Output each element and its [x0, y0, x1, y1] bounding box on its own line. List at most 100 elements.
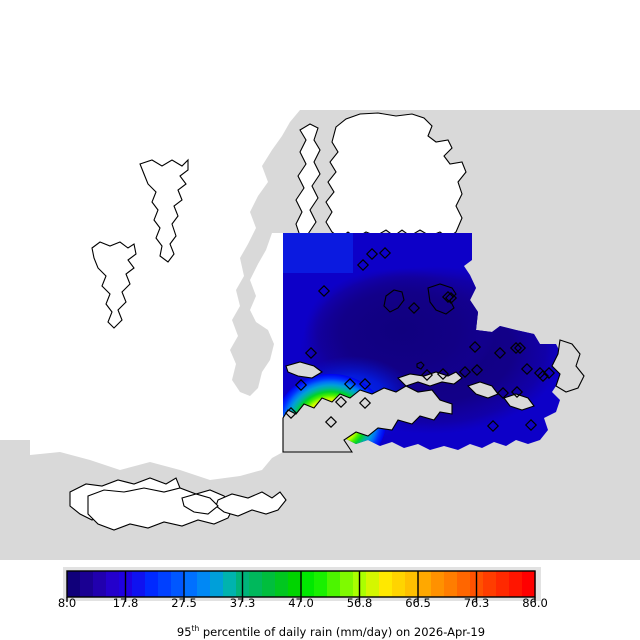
- station-marker: [304, 346, 318, 360]
- lake-outline-east: [215, 491, 287, 517]
- station-marker: [324, 415, 338, 429]
- station-marker: [334, 395, 348, 409]
- colorbar-swatch: [93, 571, 107, 597]
- station-marker: [510, 385, 524, 399]
- colorbar-swatch: [171, 571, 185, 597]
- colorbar-swatch: [314, 571, 328, 597]
- station-marker: [524, 418, 538, 432]
- colorbar-swatch: [340, 571, 354, 597]
- station-marker-layer: [284, 246, 556, 433]
- colorbar-swatch: [379, 571, 393, 597]
- colorbar-tick-label: 56.8: [346, 596, 373, 610]
- colorbar-tick-label: 86.0: [522, 596, 548, 610]
- colorbar-swatch: [431, 571, 445, 597]
- colorbar-swatch: [522, 571, 536, 597]
- island-outline-north: [139, 158, 189, 263]
- colorbar-tick-label: 37.3: [229, 596, 256, 610]
- inner-lake-west: [383, 289, 405, 313]
- station-marker: [294, 378, 308, 392]
- colorbar-swatch: [106, 571, 120, 597]
- station-marker: [542, 366, 556, 380]
- station-marker: [365, 247, 379, 261]
- colorbar-swatch: [457, 571, 471, 597]
- coast-nw-notch: [285, 361, 323, 379]
- colorbar-swatch: [288, 571, 302, 597]
- land-south-peninsula: [282, 385, 453, 453]
- water-inlet-upper-left: [295, 123, 321, 237]
- colorbar-swatch: [210, 571, 224, 597]
- colorbar: 8.0 17.8 27.5 37.3 47.0 56.8 66.5 76.3 86.0 95th…: [0, 560, 640, 640]
- colorbar-swatch: [132, 571, 146, 597]
- station-marker: [407, 301, 421, 315]
- colorbar-swatch: [509, 571, 523, 597]
- colorbar-tick-label: 27.5: [171, 596, 197, 610]
- colorbar-swatch: [184, 571, 198, 597]
- caption-percentile-number: 95: [176, 624, 192, 639]
- island-offshore-3: [503, 393, 535, 411]
- water-body-central: [325, 112, 467, 239]
- coast-east-fringe: [551, 339, 585, 393]
- colorbar-tick-label: 17.8: [112, 596, 139, 610]
- station-marker: [513, 341, 527, 355]
- colorbar-swatch: [483, 571, 497, 597]
- station-marker: [509, 341, 523, 355]
- colorbar-swatch: [145, 571, 159, 597]
- station-marker: [458, 365, 472, 379]
- station-marker: [493, 346, 507, 360]
- station-marker: [441, 290, 455, 304]
- station-marker: [536, 369, 550, 383]
- inland-water-layer: [295, 112, 467, 239]
- colorbar-swatch: [418, 571, 432, 597]
- colorbar-svg: [63, 567, 541, 602]
- station-marker: [470, 363, 484, 377]
- colorbar-swatch: [80, 571, 94, 597]
- station-marker: [420, 368, 434, 382]
- colorbar-swatch: [392, 571, 406, 597]
- station-marker: [444, 291, 458, 305]
- colorbar-swatch: [249, 571, 263, 597]
- station-marker: [317, 284, 331, 298]
- inner-lake-small: [416, 361, 425, 370]
- colorbar-swatch: [67, 571, 81, 597]
- station-marker: [358, 377, 372, 391]
- station-marker: [356, 258, 370, 272]
- station-marker: [284, 406, 298, 420]
- colorbar-swatch: [275, 571, 289, 597]
- island-outline-layer: [91, 158, 189, 329]
- colorbar-swatch: [444, 571, 458, 597]
- colorbar-swatch: [327, 571, 341, 597]
- colorbar-tick-labels: 8.0 17.8 27.5 37.3 47.0 56.8 66.5 76.3 86.0: [0, 596, 640, 612]
- colorbar-tick-label: 66.5: [405, 596, 431, 610]
- colorbar-ticks: [66, 571, 536, 602]
- colorbar-caption: 95th percentile of daily rain (mm/day) o…: [0, 610, 640, 640]
- station-marker: [496, 386, 510, 400]
- colorbar-swatch: [496, 571, 510, 597]
- colorbar-swatches: [67, 571, 536, 597]
- caption-percentile-suffix: th: [191, 624, 200, 633]
- lake-outline-far-east: [181, 493, 219, 515]
- caption-rest: percentile of daily rain (mm/day) on 202…: [199, 624, 486, 639]
- colorbar-tick-label: 76.3: [463, 596, 490, 610]
- southern-lakes-layer: [69, 477, 287, 531]
- inner-lake-east: [427, 283, 457, 315]
- station-marker: [378, 246, 392, 260]
- colorbar-swatch: [223, 571, 237, 597]
- station-marker: [343, 377, 357, 391]
- colorbar-swatch: [262, 571, 276, 597]
- colorbar-tick-label: 8.0: [57, 596, 77, 610]
- station-marker: [436, 367, 450, 381]
- island-outline-south: [91, 241, 137, 329]
- colorbar-tick-label: 47.0: [288, 596, 314, 610]
- station-marker: [468, 340, 482, 354]
- station-marker: [358, 396, 372, 410]
- station-marker: [520, 362, 534, 376]
- colorbar-swatch: [366, 571, 380, 597]
- data-band-northwest: [283, 233, 353, 273]
- colorbar-swatch: [158, 571, 172, 597]
- station-marker: [486, 419, 500, 433]
- colorbar-swatch: [301, 571, 315, 597]
- colorbar-swatch: [405, 571, 419, 597]
- colorbar-swatch: [197, 571, 211, 597]
